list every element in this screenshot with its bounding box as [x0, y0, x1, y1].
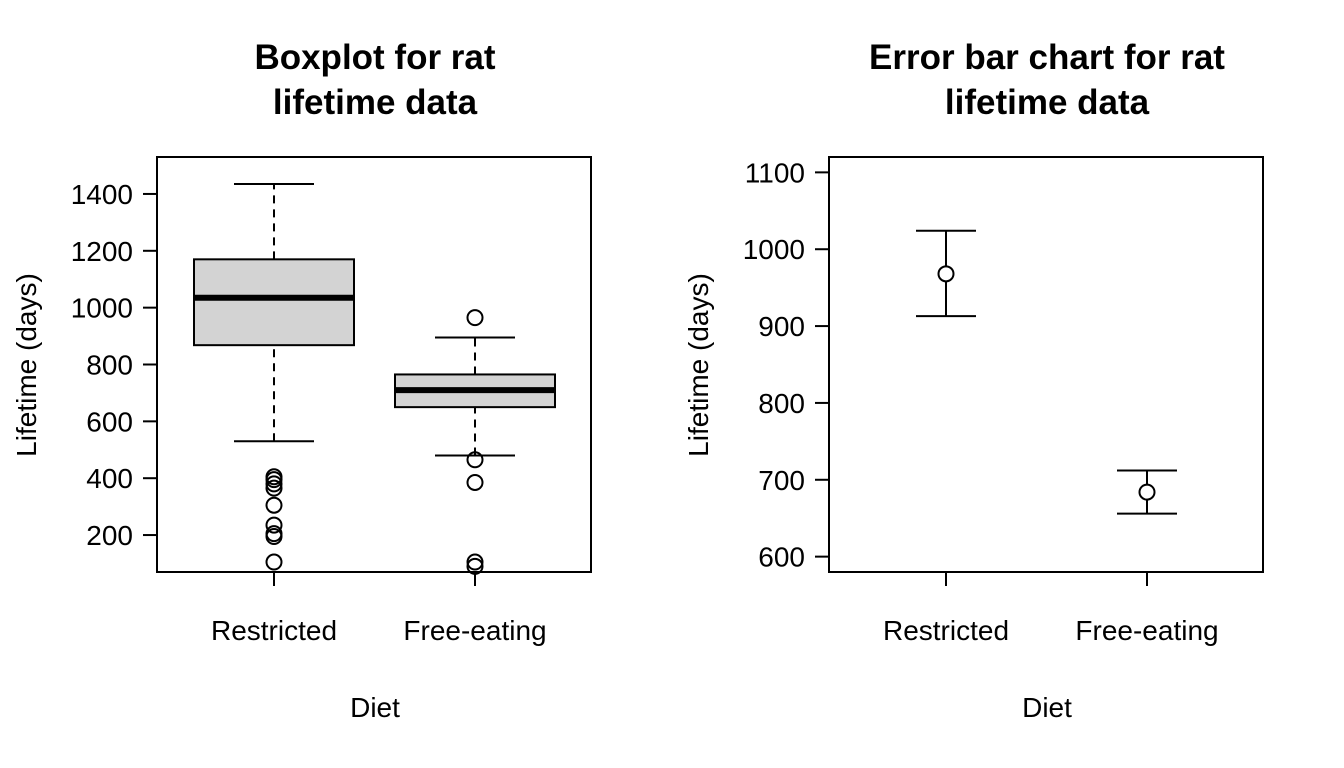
- outlier-point-free-eating: [466, 309, 484, 327]
- boxplot-panel: Boxplot for rat lifetime data 200 400 600 8…: [11, 38, 592, 723]
- outlier-point-restricted: [265, 475, 283, 493]
- errorbar-y-axis-label: Lifetime (days): [683, 273, 714, 457]
- box-x-tick-label: Free-eating: [403, 615, 546, 646]
- errorbar-y-ticks: 600 700 800 900 1000 1100: [743, 157, 829, 573]
- err-x-tick-label: Restricted: [883, 615, 1009, 646]
- box-x-tick-label: Restricted: [211, 615, 337, 646]
- errorbar-x-axis-label: Diet: [1022, 692, 1072, 723]
- boxplot-y-ticks: 200 400 600 800 1000 1200 1400: [71, 179, 157, 551]
- outlier-point-free-eating: [466, 553, 484, 571]
- errorbar-marks: [916, 229, 1177, 515]
- boxplot-x-ticks: Restricted Free-eating: [211, 572, 547, 646]
- outlier-point-restricted: [265, 496, 283, 514]
- err-y-tick-label: 600: [758, 542, 805, 573]
- errorbar-title-line-1: Error bar chart for rat: [869, 38, 1225, 77]
- box-y-tick-label: 600: [86, 406, 133, 437]
- box-y-tick-label: 400: [86, 463, 133, 494]
- box-y-tick-label: 1400: [71, 179, 133, 210]
- boxplot-title-line-1: Boxplot for rat: [254, 38, 495, 77]
- err-y-tick-label: 1100: [745, 157, 805, 188]
- errorbar-panel: Error bar chart for rat lifetime data 60…: [683, 38, 1264, 723]
- outlier-point-free-eating: [466, 451, 484, 469]
- errorbar-x-ticks: Restricted Free-eating: [883, 572, 1219, 646]
- outlier-point-restricted: [265, 553, 283, 571]
- errorbar-title-line-2: lifetime data: [945, 83, 1150, 122]
- err-y-tick-label: 900: [758, 311, 805, 342]
- box-y-tick-label: 800: [86, 350, 133, 381]
- boxplot-x-axis-label: Diet: [350, 692, 400, 723]
- err-y-tick-label: 1000: [743, 234, 805, 265]
- outlier-point-free-eating: [466, 557, 484, 575]
- boxplot-y-axis-label: Lifetime (days): [11, 273, 42, 457]
- outlier-point-restricted: [265, 527, 283, 545]
- boxplot-marks: [193, 183, 556, 575]
- err-y-tick-label: 700: [758, 465, 805, 496]
- box-y-tick-label: 1000: [71, 293, 133, 324]
- boxplot-title-line-2: lifetime data: [273, 83, 478, 122]
- outlier-point-restricted: [265, 516, 283, 534]
- mean-point-restricted: [937, 265, 955, 283]
- boxplot-plot-frame: [156, 156, 592, 573]
- box-restricted: [193, 258, 355, 347]
- outlier-point-restricted: [265, 471, 283, 489]
- err-x-tick-label: Free-eating: [1075, 615, 1218, 646]
- err-y-tick-label: 800: [758, 388, 805, 419]
- box-y-tick-label: 1200: [71, 236, 133, 267]
- errorbar-plot-frame: [828, 156, 1264, 573]
- outlier-point-restricted: [265, 479, 283, 497]
- mean-point-free-eating: [1138, 483, 1156, 501]
- outlier-point-free-eating: [466, 473, 484, 491]
- box-y-tick-label: 200: [86, 520, 133, 551]
